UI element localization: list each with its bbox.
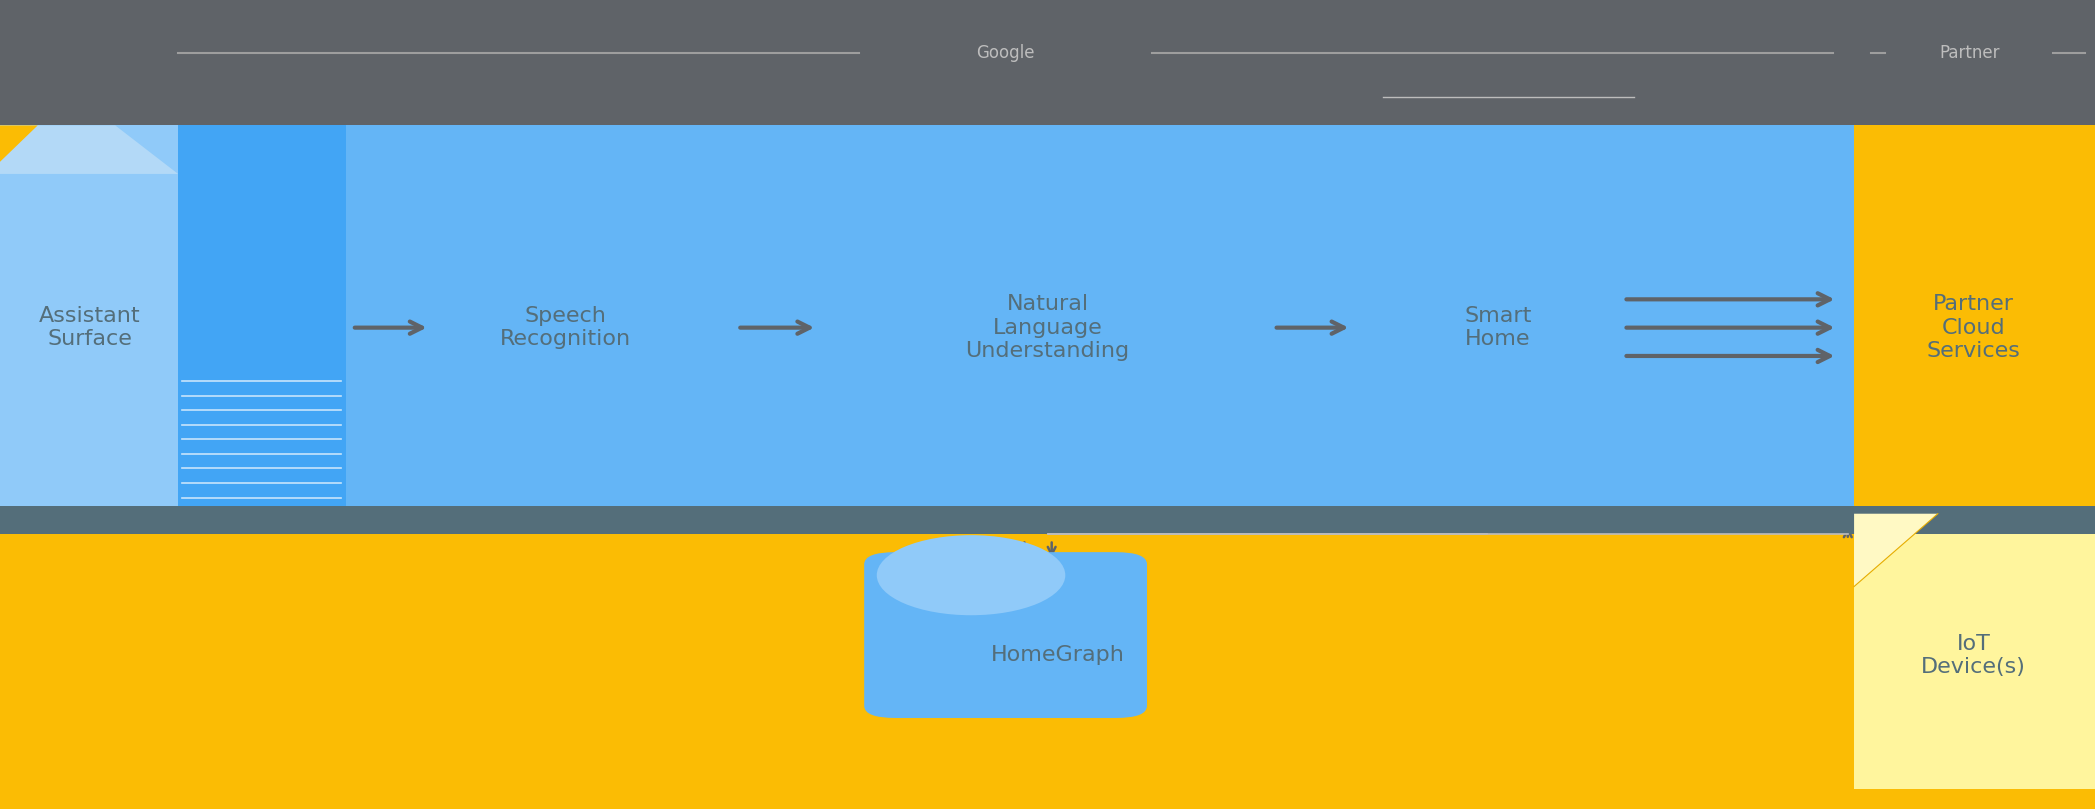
Text: Partner
Cloud
Services: Partner Cloud Services: [1927, 294, 2020, 361]
Bar: [0, 125, 2095, 809]
Ellipse shape: [876, 536, 1064, 616]
Bar: [1854, 514, 2095, 809]
Bar: [0, 506, 2095, 534]
Polygon shape: [1854, 514, 1938, 587]
Text: HomeGraph: HomeGraph: [991, 646, 1125, 665]
Text: Assistant
Surface: Assistant Surface: [40, 306, 140, 349]
Text: Partner: Partner: [1940, 44, 1999, 61]
Bar: [0, 125, 178, 514]
Bar: [346, 125, 1854, 514]
Polygon shape: [0, 125, 38, 162]
Text: Smart
Home: Smart Home: [1464, 306, 1531, 349]
Text: Speech
Recognition: Speech Recognition: [501, 306, 631, 349]
Polygon shape: [0, 125, 178, 174]
Text: Google: Google: [976, 44, 1035, 61]
Text: IoT
Device(s): IoT Device(s): [1921, 633, 2026, 677]
Bar: [0, 514, 1854, 809]
FancyBboxPatch shape: [865, 552, 1148, 718]
Text: Natural
Language
Understanding: Natural Language Understanding: [966, 294, 1129, 361]
Bar: [178, 125, 346, 514]
Bar: [1854, 125, 2095, 514]
Bar: [0, 0, 2095, 125]
Polygon shape: [178, 125, 346, 174]
Bar: [0, 789, 2095, 809]
